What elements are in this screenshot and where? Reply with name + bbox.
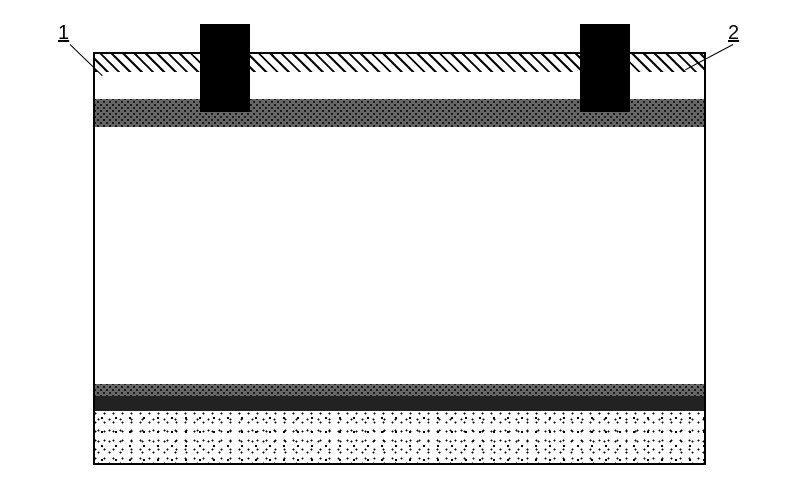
cross-section-container: [93, 52, 706, 465]
layer-dark-band: [95, 396, 704, 411]
electrode-block-right: [580, 24, 630, 112]
callout-label-1: 1: [58, 22, 69, 45]
layer-dotted-lower: [95, 384, 704, 396]
layer-speckled-bottom: [95, 411, 704, 463]
layer-white-main: [95, 127, 704, 384]
callout-label-2: 2: [728, 22, 739, 45]
electrode-block-left: [200, 24, 250, 112]
